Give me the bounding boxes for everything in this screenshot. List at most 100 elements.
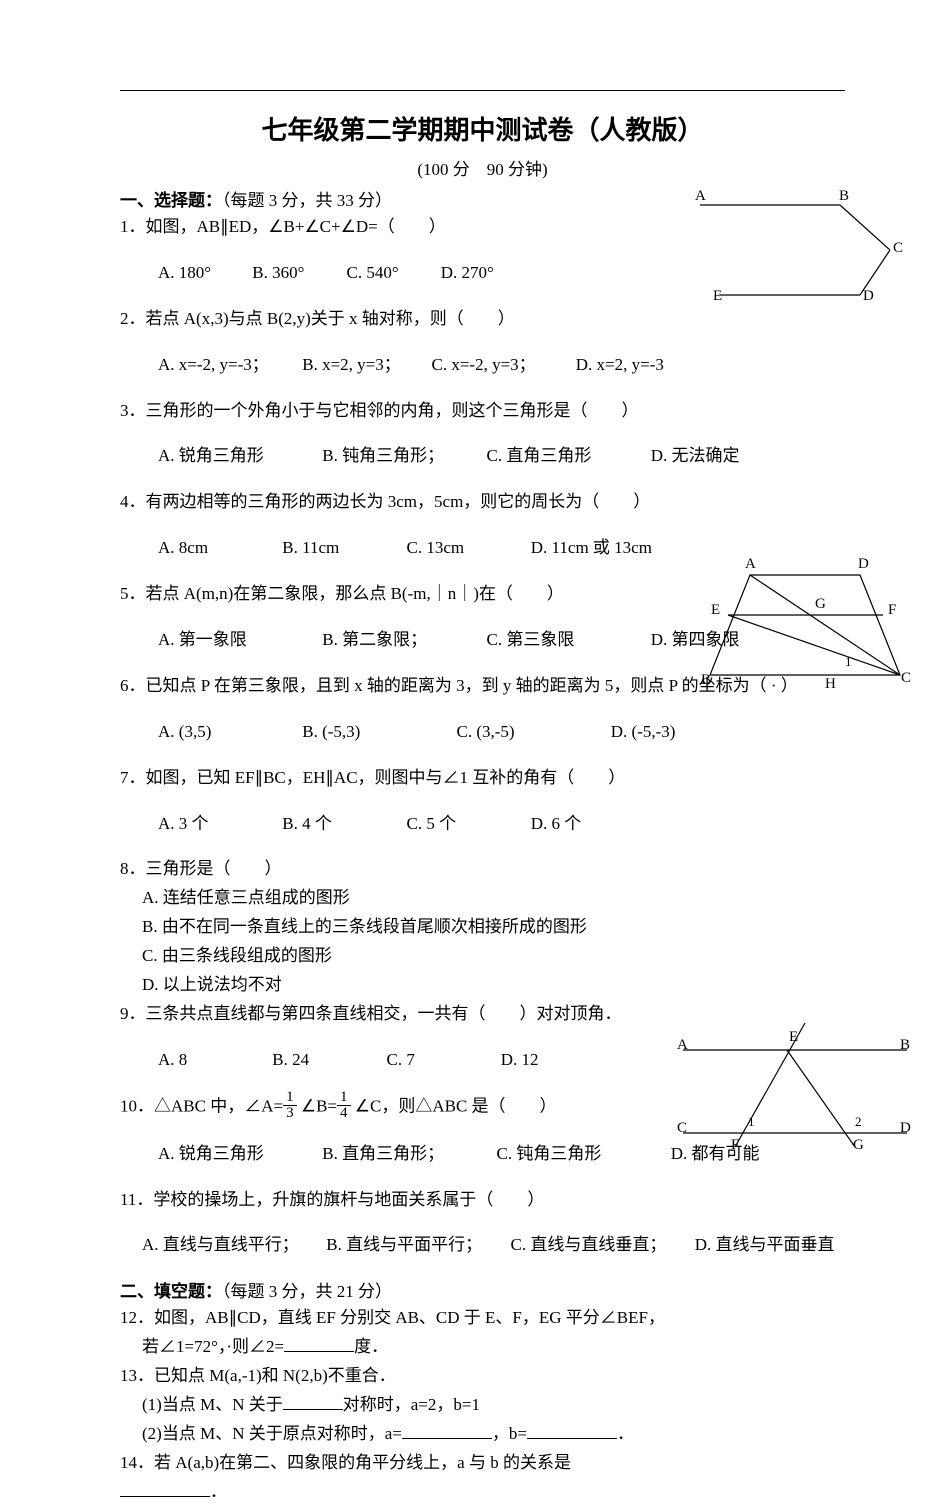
- section-2-label: 二、填空题：: [120, 1282, 222, 1301]
- q8-opt-a: A. 连结任意三点组成的图形: [142, 884, 845, 913]
- q5-opt-a: A. 第一象限: [158, 626, 318, 655]
- q2-opt-c: C. x=-2, y=3；: [432, 351, 572, 380]
- q12-line2a: 若∠1=72°，·则∠2=: [142, 1337, 284, 1356]
- q10-opt-a: A. 锐角三角形: [158, 1140, 318, 1169]
- q10-frac1: 13: [283, 1090, 297, 1121]
- section-2-detail: （每题 3 分，共 21 分）: [222, 1282, 392, 1301]
- q7-opt-a: A. 3 个: [158, 810, 278, 839]
- q4-opt-b: B. 11cm: [282, 534, 402, 563]
- q11-options: A. 直线与直线平行； B. 直线与平面平行； C. 直线与直线垂直； D. 直…: [142, 1231, 845, 1260]
- q11-text: 11．学校的操场上，升旗的旗杆与地面关系属于（ ）: [120, 1186, 845, 1215]
- q13-text: 13．已知点 M(a,-1)和 N(2,b)不重合．: [120, 1362, 845, 1391]
- fig1-label-d: D: [863, 288, 874, 305]
- q1-opt-a: A. 180°: [158, 259, 248, 288]
- figure-q12: A B C D E F G 1 2: [675, 1015, 915, 1155]
- q10-mid1: ∠B=: [297, 1096, 337, 1115]
- q10-frac2: 14: [337, 1090, 351, 1121]
- q3-opt-b: B. 钝角三角形；: [322, 442, 482, 471]
- figure-q7: A D E F G B H C 1: [695, 560, 915, 690]
- q12-line2b: 度．: [354, 1337, 388, 1356]
- q12-line1: 12．如图，AB∥CD，直线 EF 分别交 AB、CD 于 E、F，EG 平分∠…: [120, 1304, 845, 1333]
- q13-sub1b: 对称时，a=2，b=1: [343, 1395, 480, 1414]
- q7-opt-d: D. 6 个: [531, 810, 582, 839]
- q8-text: 8．三角形是（ ）: [120, 855, 845, 884]
- q13-blank1: [283, 1392, 343, 1410]
- q10-opt-c: C. 钝角三角形: [497, 1140, 667, 1169]
- q4-opt-c: C. 13cm: [407, 534, 527, 563]
- q5-opt-b: B. 第二象限；: [322, 626, 482, 655]
- fig3-label-g: G: [853, 1137, 864, 1154]
- q4-text: 4．有两边相等的三角形的两边长为 3cm，5cm，则它的周长为（ ）: [120, 488, 845, 517]
- fig2-label-e: E: [711, 602, 720, 619]
- fig3-label-c: C: [677, 1120, 687, 1137]
- top-rule: [120, 90, 845, 91]
- q9-opt-b: B. 24: [272, 1046, 382, 1075]
- q4-opt-d: D. 11cm 或 13cm: [531, 534, 652, 563]
- fig1-label-e: E: [713, 288, 722, 305]
- fig2-label-b: B: [701, 672, 711, 689]
- q13-sub2b: ，b=: [492, 1424, 527, 1443]
- q13-blank3: [527, 1421, 617, 1439]
- q10-opt-b: B. 直角三角形；: [322, 1140, 492, 1169]
- q13-sub1: (1)当点 M、N 关于对称时，a=2，b=1: [142, 1391, 845, 1420]
- q7-opt-c: C. 5 个: [407, 810, 527, 839]
- q11-opt-d: D. 直线与平面垂直: [695, 1231, 835, 1260]
- q3-options: A. 锐角三角形 B. 钝角三角形； C. 直角三角形 D. 无法确定: [158, 442, 845, 471]
- q2-opt-a: A. x=-2, y=-3；: [158, 351, 298, 380]
- q6-opt-b: B. (-5,3): [302, 718, 452, 747]
- q4-options: A. 8cm B. 11cm C. 13cm D. 11cm 或 13cm: [158, 534, 845, 563]
- q9-opt-d: D. 12: [501, 1046, 539, 1075]
- q3-opt-d: D. 无法确定: [651, 442, 740, 471]
- fig3-label-a: A: [677, 1037, 688, 1054]
- q2-opt-d: D. x=2, y=-3: [576, 351, 664, 380]
- q1-opt-b: B. 360°: [252, 259, 342, 288]
- q7-text: 7．如图，已知 EF∥BC，EH∥AC，则图中与∠1 互补的角有（ ）: [120, 764, 845, 793]
- fig3-label-f: F: [731, 1137, 739, 1154]
- q12-line2: 若∠1=72°，·则∠2= 度．: [142, 1333, 845, 1362]
- fig2-label-1: 1: [845, 654, 852, 670]
- section-2-header: 二、填空题：（每题 3 分，共 21 分）: [120, 1277, 845, 1302]
- figure-q1: A B C D E: [695, 190, 905, 310]
- fig3-label-1: 1: [748, 1114, 755, 1130]
- figure-q7-svg: [695, 560, 915, 690]
- q5-opt-c: C. 第三象限: [487, 626, 647, 655]
- fig1-label-b: B: [839, 188, 849, 205]
- q12-blank: [284, 1334, 354, 1352]
- q10-pre: 10．△ABC 中，∠A=: [120, 1096, 283, 1115]
- q6-options: A. (3,5) B. (-5,3) C. (3,-5) D. (-5,-3): [158, 718, 845, 747]
- q3-opt-a: A. 锐角三角形: [158, 442, 318, 471]
- fig2-label-d: D: [858, 556, 869, 573]
- section-1-detail: （每题 3 分，共 33 分）: [222, 191, 392, 210]
- q11-opt-c: C. 直线与直线垂直；: [511, 1231, 691, 1260]
- q14-text: 14．若 A(a,b)在第二、四象限的角平分线上，a 与 b 的关系是: [120, 1449, 845, 1478]
- q13-sub2a: (2)当点 M、N 关于原点对称时，a=: [142, 1424, 402, 1443]
- page-subtitle: (100 分 90 分钟): [120, 155, 845, 180]
- fig3-label-e: E: [789, 1029, 798, 1046]
- q9-opt-c: C. 7: [387, 1046, 497, 1075]
- fig1-label-c: C: [893, 240, 903, 257]
- exam-page: 七年级第二学期期中测试卷（人教版） (100 分 90 分钟) 一、选择题：（每…: [0, 0, 945, 1336]
- q14-end: ．: [120, 1478, 845, 1507]
- q3-opt-c: C. 直角三角形: [487, 442, 647, 471]
- q13-sub2c: ．: [617, 1424, 634, 1443]
- q1-opt-d: D. 270°: [441, 259, 494, 288]
- fig2-label-h: H: [825, 676, 836, 693]
- q11-opt-b: B. 直线与平面平行；: [326, 1231, 506, 1260]
- fig2-label-g: G: [815, 596, 826, 613]
- fig2-label-c: C: [901, 670, 911, 687]
- q6-opt-c: C. (3,-5): [457, 718, 607, 747]
- fig3-label-b: B: [900, 1037, 910, 1054]
- fig2-label-f: F: [888, 602, 896, 619]
- section-1-label: 一、选择题：: [120, 191, 222, 210]
- q13-blank2: [402, 1421, 492, 1439]
- fig2-label-a: A: [745, 556, 756, 573]
- q8-opt-b: B. 由不在同一条直线上的三条线段首尾顺次相接所成的图形: [142, 913, 845, 942]
- q2-options: A. x=-2, y=-3； B. x=2, y=3； C. x=-2, y=3…: [158, 351, 845, 380]
- q11-opt-a: A. 直线与直线平行；: [142, 1231, 322, 1260]
- fig1-label-a: A: [695, 188, 706, 205]
- q1-opt-c: C. 540°: [347, 259, 437, 288]
- q8-opt-d: D. 以上说法均不对: [142, 971, 845, 1000]
- q9-opt-a: A. 8: [158, 1046, 268, 1075]
- q7-options: A. 3 个 B. 4 个 C. 5 个 D. 6 个: [158, 810, 845, 839]
- fig3-label-d: D: [900, 1120, 911, 1137]
